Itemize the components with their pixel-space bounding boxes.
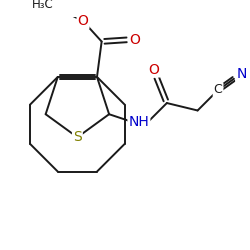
Text: H₃C: H₃C [32, 0, 53, 11]
Text: N: N [236, 67, 246, 81]
Text: NH: NH [128, 115, 149, 129]
Text: O: O [78, 14, 88, 28]
Text: O: O [148, 62, 159, 76]
Text: C: C [214, 84, 222, 96]
Text: O: O [129, 33, 140, 47]
Text: S: S [73, 130, 82, 144]
